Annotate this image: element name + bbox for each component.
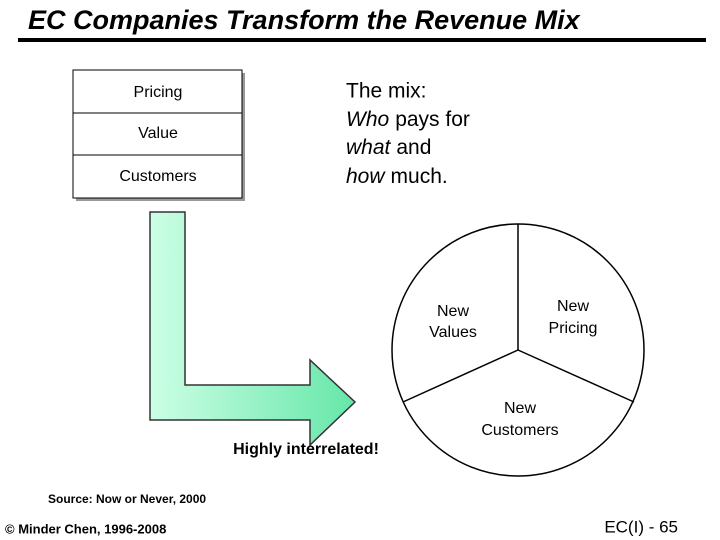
slice-label: Customers bbox=[481, 422, 558, 439]
mix-text: The mix: Who pays for what and how much. bbox=[346, 80, 470, 188]
pie: New Values New Pricing New Customers bbox=[391, 223, 645, 477]
source: Source: Now or Never, 2000 bbox=[48, 492, 206, 506]
stack: Pricing Value Customers bbox=[72, 69, 245, 201]
mix-heading: The mix: bbox=[346, 80, 427, 103]
slice-label: Pricing bbox=[549, 320, 598, 337]
mix-em: what bbox=[346, 136, 392, 159]
mix-em: Who bbox=[346, 108, 390, 131]
mix-rest: much. bbox=[391, 165, 448, 188]
stack-item: Customers bbox=[119, 168, 196, 185]
page-number: EC(I) - 65 bbox=[604, 517, 678, 536]
copyright: © Minder Chen, 1996-2008 bbox=[5, 521, 166, 536]
note: Highly interrelated! bbox=[233, 441, 379, 458]
title-rule bbox=[18, 38, 706, 42]
mix-rest: pays for bbox=[395, 108, 470, 131]
stack-item: Value bbox=[138, 125, 178, 142]
slice-label: Values bbox=[429, 324, 477, 341]
mix-line: what and bbox=[346, 136, 431, 159]
mix-line: Who pays for bbox=[346, 108, 470, 131]
slice-label: New bbox=[557, 298, 589, 315]
mix-line: how much. bbox=[346, 165, 448, 188]
stack-item: Pricing bbox=[134, 84, 183, 101]
mix-em: how bbox=[346, 165, 386, 188]
mix-rest: and bbox=[396, 136, 431, 159]
slice-label: New bbox=[504, 400, 536, 417]
arrow bbox=[149, 211, 357, 447]
slice-label: New bbox=[437, 303, 469, 320]
slide-title: EC Companies Transform the Revenue Mix bbox=[28, 5, 581, 35]
